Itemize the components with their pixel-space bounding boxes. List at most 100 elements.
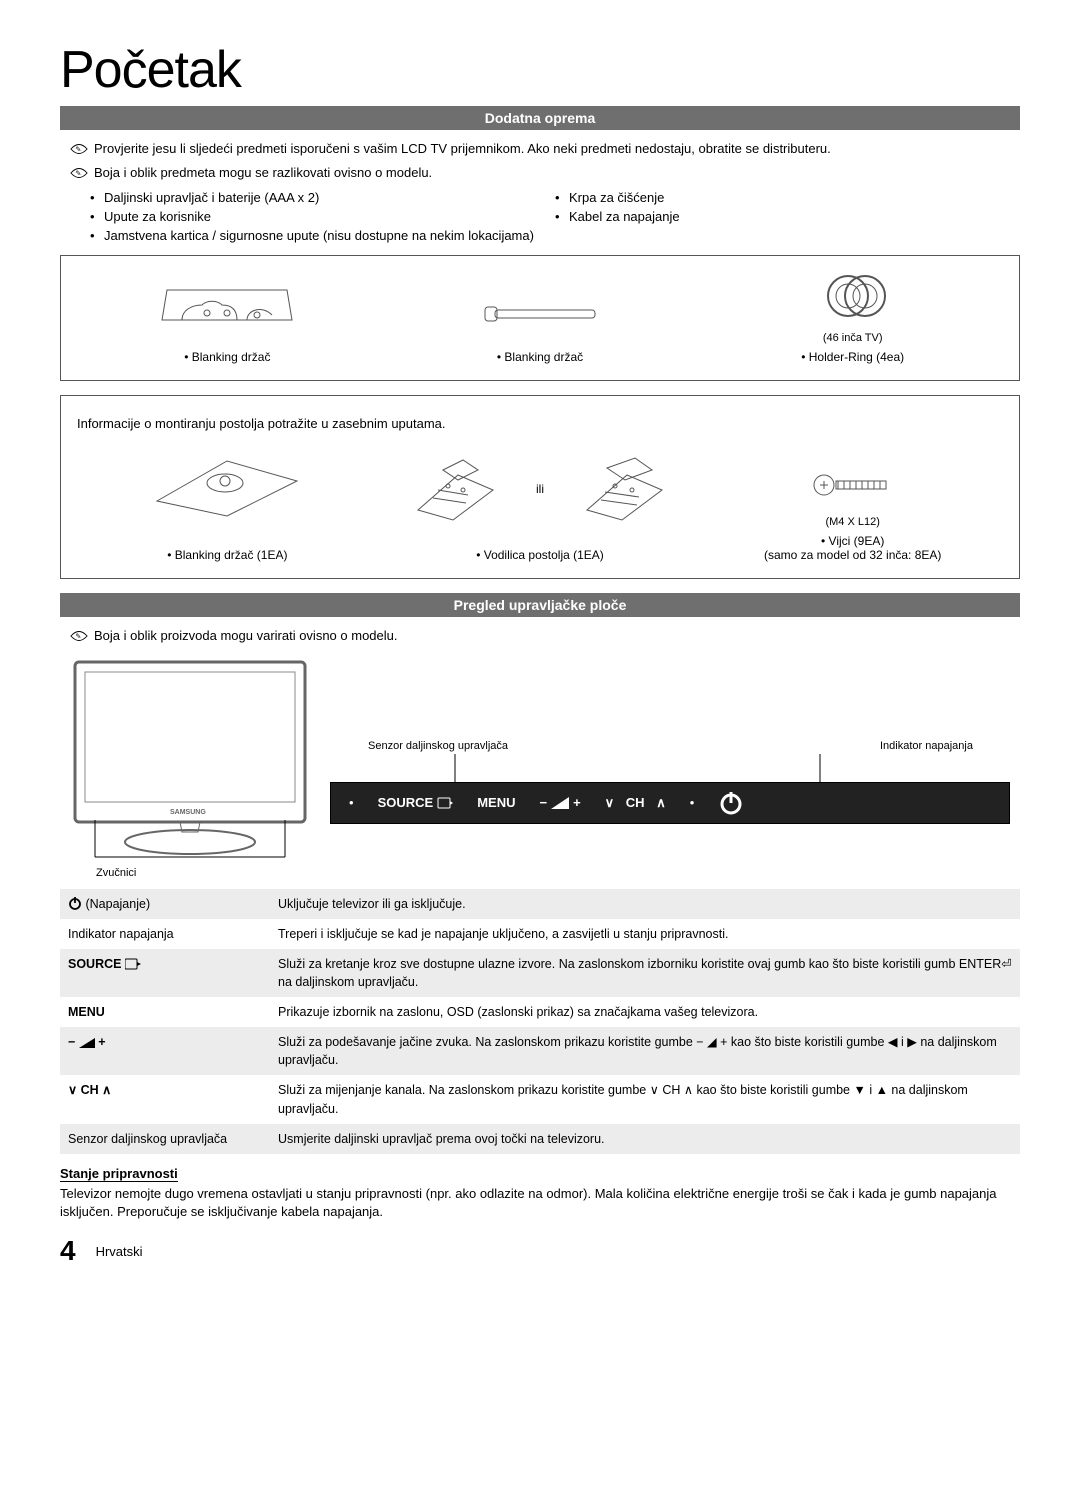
control-desc: Usmjerite daljinski upravljač prema ovoj… <box>270 1124 1020 1154</box>
note-text: Boja i oblik proizvoda mogu varirati ovi… <box>94 627 398 645</box>
volume-button: − + <box>539 795 580 810</box>
list-item: Daljinski upravljač i baterije (AAA x 2) <box>90 188 555 207</box>
accessory-box-2: Informacije o montiranju postolja potraž… <box>60 395 1020 579</box>
control-key-text: (Napajanje) <box>85 897 150 911</box>
volume-icon <box>551 797 569 809</box>
note-color-shape: ✎ Boja i oblik predmeta mogu se razlikov… <box>70 164 1020 182</box>
table-row: − + Služi za podešavanje jačine zvuka. N… <box>60 1027 1020 1075</box>
accessory-label-main: Vijci (9EA) <box>821 534 884 548</box>
standby-section: Stanje pripravnosti Televizor nemojte du… <box>60 1166 1020 1221</box>
svg-text:✎: ✎ <box>75 145 81 154</box>
accessory-label: Vodilica postolja (1EA) <box>384 548 697 562</box>
sensor-label: Senzor daljinskog upravljača <box>368 740 880 752</box>
table-row: ∨ CH ∧ Služi za mijenjanje kanala. Na za… <box>60 1075 1020 1123</box>
stand-base-illustration <box>147 441 307 519</box>
control-key: ∨ CH ∧ <box>60 1075 270 1123</box>
control-key: MENU <box>60 997 270 1027</box>
accessory-box-1: (46 inča TV) Blanking držač Blanking drž… <box>60 255 1020 381</box>
power-button <box>718 790 744 816</box>
table-row: MENU Prikazuje izbornik na zaslonu, OSD … <box>60 997 1020 1027</box>
callout-lines <box>360 754 920 782</box>
standby-body: Televizor nemojte dugo vremena ostavljat… <box>60 1185 1020 1221</box>
accessory-label: Blanking držač (1EA) <box>71 548 384 562</box>
screws-size-label: (M4 X L12) <box>696 516 1009 528</box>
control-key: Indikator napajanja <box>60 919 270 949</box>
table-row: SOURCE Služi za kretanje kroz sve dostup… <box>60 949 1020 997</box>
control-desc: Služi za kretanje kroz sve dostupne ulaz… <box>270 949 1020 997</box>
control-key: Senzor daljinskog upravljača <box>60 1124 270 1154</box>
section-header-accessories: Dodatna oprema <box>60 106 1020 130</box>
power-icon <box>68 896 82 910</box>
accessory-label: Vijci (9EA) (samo za model od 32 inča: 8… <box>696 534 1009 562</box>
power-icon <box>718 790 744 816</box>
svg-text:SAMSUNG: SAMSUNG <box>170 809 206 816</box>
control-key: SOURCE <box>60 949 270 997</box>
tv-diagram: SAMSUNG Zvučnici Senzor daljinskog uprav… <box>60 652 1020 879</box>
source-icon <box>437 796 453 810</box>
list-item: Jamstvena kartica / sigurnosne upute (ni… <box>90 226 1020 245</box>
page-footer: 4 Hrvatski <box>60 1235 1020 1267</box>
accessory-cell: (46 inča TV) <box>696 268 1009 344</box>
note-product-vary: ✎ Boja i oblik proizvoda mogu varirati o… <box>70 627 1020 645</box>
tv-illustration: SAMSUNG <box>60 652 320 862</box>
blanking-holder-bar-illustration <box>475 295 605 335</box>
indicator-label: Indikator napajanja <box>880 740 1020 752</box>
table-row: Indikator napajanja Treperi i isključuje… <box>60 919 1020 949</box>
accessory-label: Holder-Ring (4ea) <box>696 350 1009 364</box>
source-icon <box>125 958 141 970</box>
note-icon: ✎ <box>70 166 88 180</box>
screws-illustration <box>808 467 898 507</box>
speakers-label: Zvučnici <box>96 867 320 879</box>
list-item: Kabel za napajanje <box>555 207 1020 226</box>
control-key: (Napajanje) <box>60 889 270 919</box>
stand-guide-illustration-b <box>577 450 672 522</box>
accessory-cell: (M4 X L12) <box>696 467 1009 528</box>
controls-table: (Napajanje) Uključuje televizor ili ga i… <box>60 889 1020 1154</box>
indicator-dot: • <box>690 795 695 810</box>
list-item: Krpa za čišćenje <box>555 188 1020 207</box>
table-row: Senzor daljinskog upravljača Usmjerite d… <box>60 1124 1020 1154</box>
source-button: SOURCE <box>378 795 454 810</box>
accessory-cell <box>71 275 384 344</box>
accessory-label-sub: (samo za model od 32 inča: 8EA) <box>764 548 941 562</box>
control-desc: Služi za podešavanje jačine zvuka. Na za… <box>270 1027 1020 1075</box>
section-header-panel: Pregled upravljačke ploče <box>60 593 1020 617</box>
standby-heading: Stanje pripravnosti <box>60 1166 178 1182</box>
control-desc: Treperi i isključuje se kad je napajanje… <box>270 919 1020 949</box>
control-key: − + <box>60 1027 270 1075</box>
blanking-holder-illustration <box>152 275 302 335</box>
accessory-list: Daljinski upravljač i baterije (AAA x 2)… <box>90 188 1020 245</box>
stand-info-line: Informacije o montiranju postolja potraž… <box>77 416 1009 431</box>
page-title: Početak <box>60 40 1020 100</box>
accessory-cell <box>384 295 697 344</box>
or-label: ili <box>536 482 544 496</box>
note-check-items: ✎ Provjerite jesu li sljedeći predmeti i… <box>70 140 1020 158</box>
svg-text:✎: ✎ <box>75 169 81 178</box>
note-text: Boja i oblik predmeta mogu se razlikovat… <box>94 164 432 182</box>
page-language: Hrvatski <box>96 1244 143 1259</box>
control-desc: Služi za mijenjanje kanala. Na zaslonsko… <box>270 1075 1020 1123</box>
table-row: (Napajanje) Uključuje televizor ili ga i… <box>60 889 1020 919</box>
accessory-label: Blanking držač <box>384 350 697 364</box>
volume-icon <box>79 1038 95 1048</box>
tv46-label: (46 inča TV) <box>696 332 1009 344</box>
holder-ring-illustration <box>813 268 893 323</box>
accessory-cell <box>71 441 384 528</box>
channel-button: ∨ CH ∧ <box>605 795 666 811</box>
accessory-cell: ili <box>384 450 697 528</box>
page-number: 4 <box>60 1235 76 1267</box>
note-icon: ✎ <box>70 629 88 643</box>
sensor-dot: • <box>349 795 354 810</box>
note-icon: ✎ <box>70 142 88 156</box>
control-desc: Uključuje televizor ili ga isključuje. <box>270 889 1020 919</box>
control-key-text: SOURCE <box>68 957 121 971</box>
menu-button: MENU <box>477 795 515 810</box>
control-desc: Prikazuje izbornik na zaslonu, OSD (zasl… <box>270 997 1020 1027</box>
source-label: SOURCE <box>378 795 434 810</box>
accessory-label: Blanking držač <box>71 350 384 364</box>
list-item: Upute za korisnike <box>90 207 555 226</box>
control-button-strip: • SOURCE MENU − + ∨ CH ∧ • <box>330 782 1010 824</box>
stand-guide-illustration-a <box>408 450 503 522</box>
note-text: Provjerite jesu li sljedeći predmeti isp… <box>94 140 831 158</box>
svg-text:✎: ✎ <box>75 632 81 641</box>
